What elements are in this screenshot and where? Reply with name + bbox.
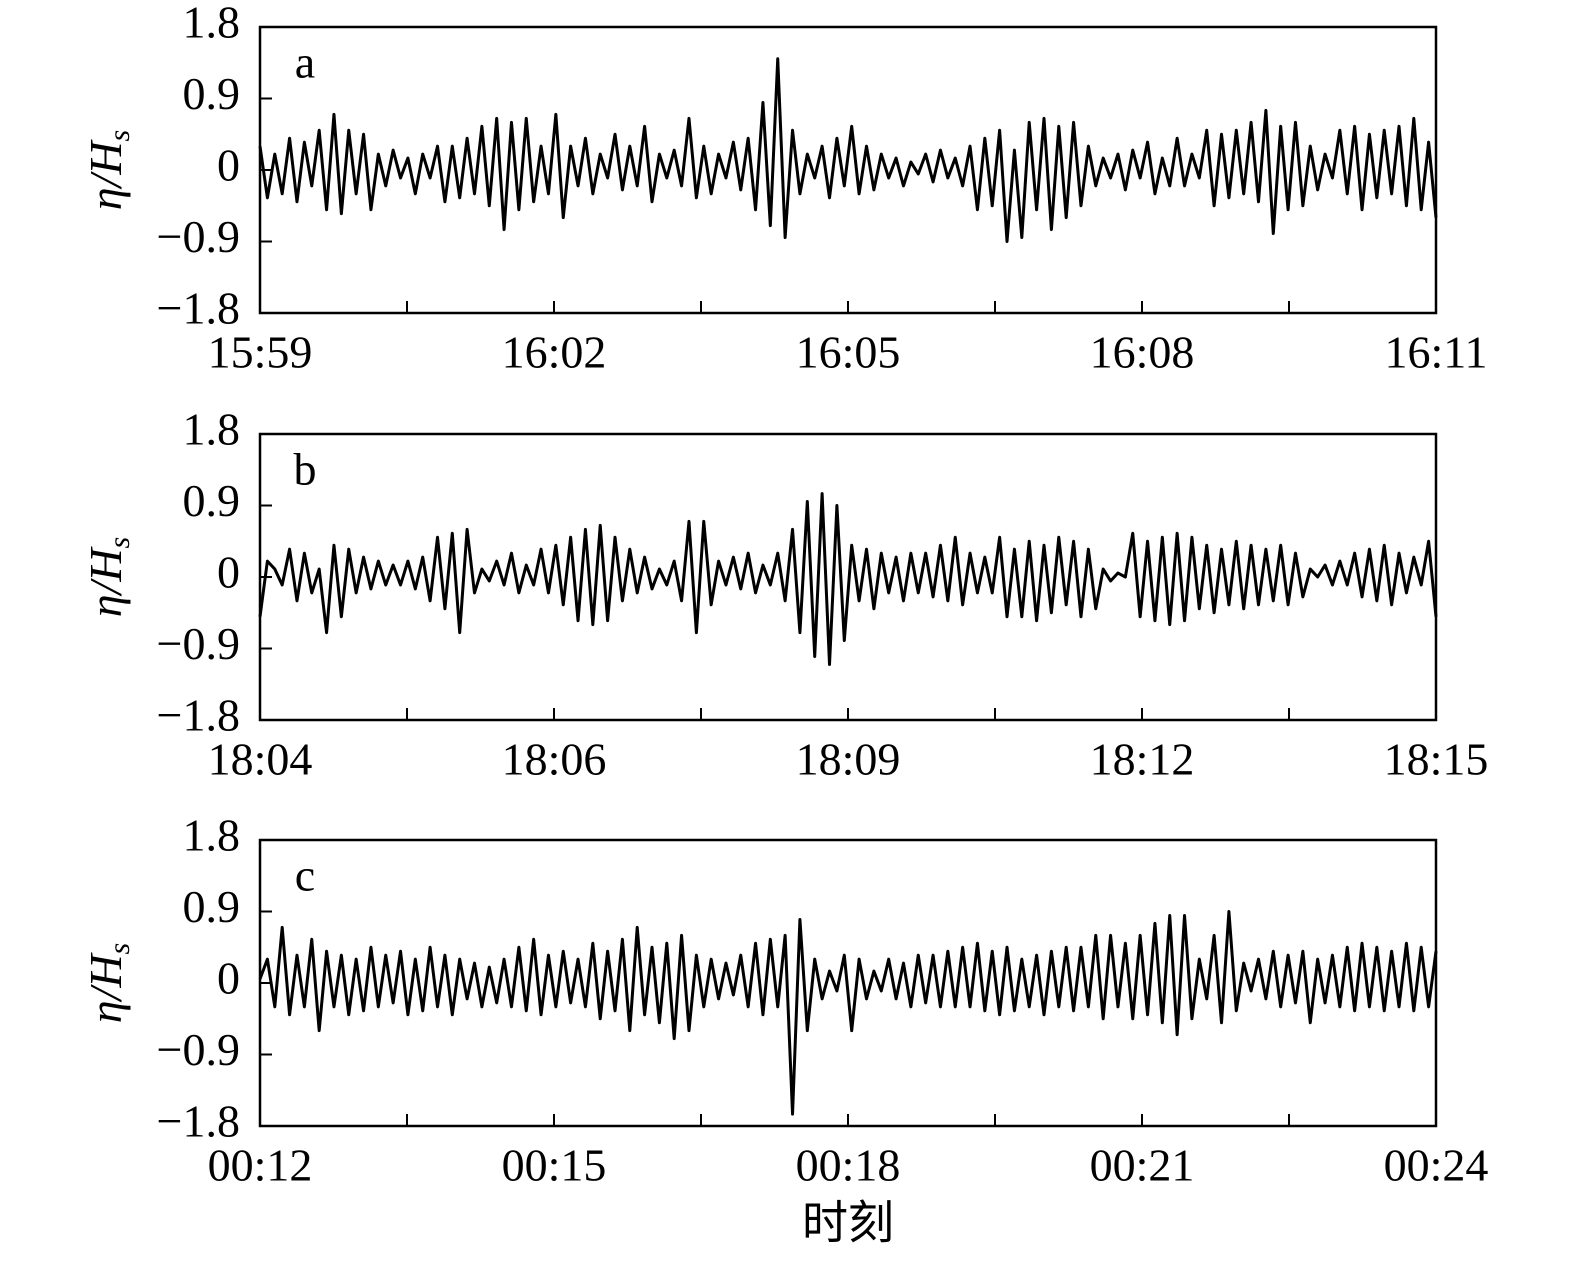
y-tick-label: −0.9 [157,1024,240,1075]
x-tick-label: 15:59 [208,327,313,378]
y-tick-label: −1.8 [157,1096,240,1147]
x-tick-label: 00:12 [208,1140,313,1191]
wave-line [258,492,1438,666]
y-tick-label: 0.9 [183,475,241,526]
y-axis-label: η/Hs [80,130,136,211]
x-tick-label: 16:02 [502,327,607,378]
wave-line [258,57,1438,243]
y-tick-label: −1.8 [157,690,240,741]
x-tick-label: 16:11 [1384,327,1487,378]
y-tick-label: 0.9 [183,881,241,932]
y-axis-label-main: η/H [80,546,131,618]
x-tick-label: 16:08 [1090,327,1195,378]
y-tick-label: −0.9 [157,211,240,262]
x-tick-label: 18:15 [1384,734,1489,785]
y-axis-label: η/Hs [80,537,136,618]
y-tick-label: −1.8 [157,283,240,334]
x-tick-label: 00:21 [1090,1140,1195,1191]
y-tick-label: −0.9 [157,618,240,669]
y-tick-label: 1.8 [183,404,241,455]
x-tick-label: 16:05 [796,327,901,378]
x-tick-label: 00:15 [502,1140,607,1191]
x-tick-label: 00:24 [1384,1140,1489,1191]
y-tick-label: 0 [217,140,240,191]
x-axis-label: 时刻 [802,1198,894,1249]
y-tick-label: 0.9 [183,68,241,119]
y-tick-label: 1.8 [183,810,241,861]
y-tick-label: 1.8 [183,0,241,48]
y-axis-label-sub: s [103,943,136,955]
panel-label: a [295,37,315,88]
x-tick-label: 00:18 [796,1140,901,1191]
y-axis-label: η/Hs [80,943,136,1024]
x-tick-label: 18:04 [208,734,313,785]
panel-label: c [295,850,315,901]
y-axis-label-main: η/H [80,139,131,211]
y-axis-label-sub: s [103,537,136,549]
x-tick-label: 18:09 [796,734,901,785]
x-tick-label: 18:12 [1090,734,1195,785]
y-axis-label-sub: s [103,130,136,142]
panel-label: b [294,444,317,495]
wave-line [258,910,1438,1116]
y-tick-label: 0 [217,547,240,598]
x-tick-label: 18:06 [502,734,607,785]
y-axis-label-main: η/H [80,952,131,1024]
y-tick-label: 0 [217,953,240,1004]
